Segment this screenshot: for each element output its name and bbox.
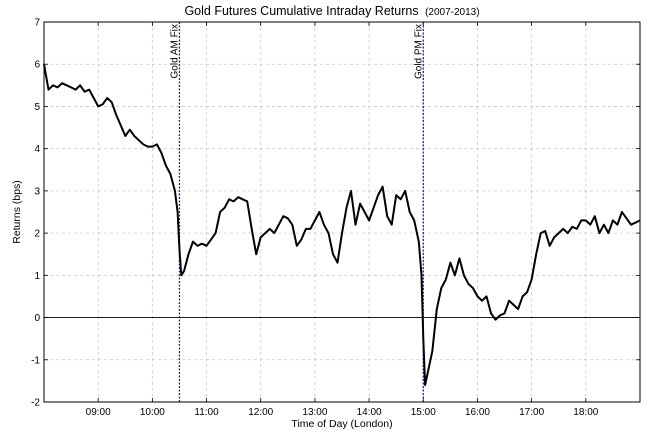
x-tick-label: 16:00 xyxy=(465,407,490,418)
fix-line-label: Gold PM Fix xyxy=(413,24,424,79)
grid xyxy=(44,22,640,402)
y-tick-label: 4 xyxy=(34,144,40,155)
y-tick-label: 1 xyxy=(34,271,40,282)
y-axis-label: Returns (bps) xyxy=(11,180,23,244)
y-tick-label: 7 xyxy=(34,18,40,29)
chart-title-suffix: (2007-2013) xyxy=(425,7,479,18)
plot-frame xyxy=(43,21,641,403)
x-tick-label: 10:00 xyxy=(140,407,165,418)
chart-title: Gold Futures Cumulative Intraday Returns… xyxy=(184,4,479,18)
y-tick-label: 2 xyxy=(34,229,40,240)
y-tick-label: -1 xyxy=(31,355,40,366)
x-axis-ticks: 09:00 10:00 11:00 12:00 13:00 14:00 15:00 16:00… xyxy=(86,22,599,418)
x-tick-label: 14:00 xyxy=(357,407,382,418)
series-group xyxy=(43,64,641,387)
x-tick-label: 18:00 xyxy=(573,407,598,418)
x-tick-label: 17:00 xyxy=(519,407,544,418)
y-tick-label: 3 xyxy=(34,186,40,197)
x-tick-label: 12:00 xyxy=(248,407,273,418)
x-tick-label: 09:00 xyxy=(86,407,111,418)
x-axis-label: Time of Day (London) xyxy=(291,418,392,430)
series-line xyxy=(43,64,641,387)
x-tick-label: 11:00 xyxy=(194,407,219,418)
y-tick-label: 6 xyxy=(34,60,40,71)
x-tick-label: 15:00 xyxy=(411,407,436,418)
x-tick-label: 13:00 xyxy=(302,407,327,418)
y-axis-ticks: -2 -1 0 1 2 3 4 5 6 7 xyxy=(31,18,640,409)
fix-line-label: Gold AM Fix xyxy=(169,24,180,78)
y-tick-label: 5 xyxy=(34,102,40,113)
y-tick-label: 0 xyxy=(34,313,40,324)
y-tick-label: -2 xyxy=(31,398,40,409)
chart-title-main: Gold Futures Cumulative Intraday Returns xyxy=(184,4,418,18)
